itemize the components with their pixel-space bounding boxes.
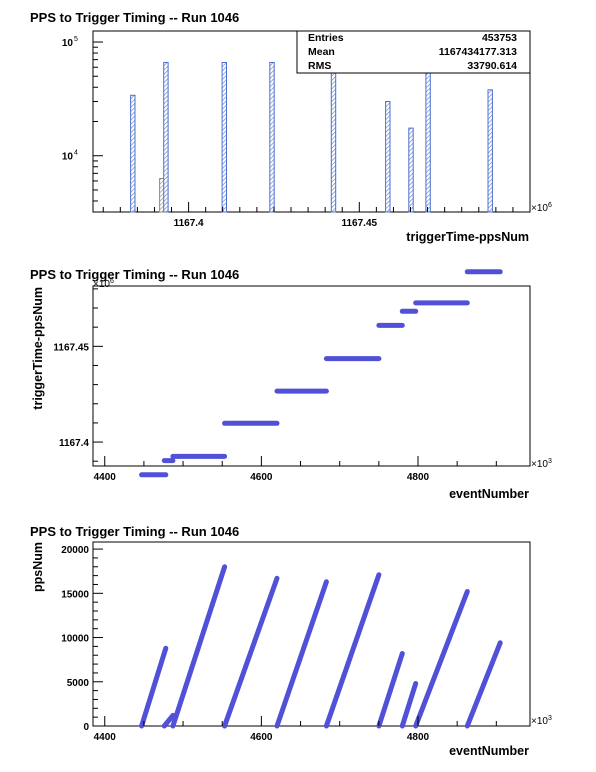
- stats-box-frame: [296, 30, 531, 74]
- trigger-time-x-axis-label: eventNumber: [449, 487, 529, 501]
- histogram-bar: [269, 62, 275, 213]
- histogram-y-tick-exponent: 5: [74, 36, 78, 43]
- trigger-time-x-tick-label: 4400: [94, 472, 117, 483]
- trigger-time-y-ticks: 1167.4 1167.45: [53, 288, 103, 462]
- histogram-x-multiplier: ×106: [531, 202, 552, 214]
- histogram-title: PPS to Trigger Timing -- Run 1046: [30, 10, 239, 25]
- ppsnum-x-tick-label: 4600: [250, 732, 273, 743]
- ppsnum-ramp: [413, 589, 470, 729]
- stats-mean-label: Mean: [308, 46, 335, 58]
- ppsnum-ramp: [399, 681, 419, 729]
- ppsnum-ramp: [170, 564, 228, 729]
- histogram-x-ticks: 1167.4 1167.45: [102, 202, 531, 229]
- histogram-bar: [221, 62, 228, 213]
- ppsnum-x-multiplier: ×103: [531, 715, 552, 727]
- ppsnum-x-tick-label: 4400: [94, 732, 117, 743]
- stats-rms-value: 33790.614: [467, 60, 517, 72]
- ppsnum-ramp: [222, 575, 280, 729]
- stats-mean-value: 1167434177.313: [439, 46, 517, 58]
- stats-entries-value: 453753: [482, 32, 517, 44]
- stats-rms-label: RMS: [308, 60, 331, 72]
- stats-entries-label: Entries: [308, 32, 344, 44]
- trigger-time-x-multiplier: ×103: [531, 458, 552, 470]
- ppsnum-ramp: [323, 572, 382, 729]
- stats-box: Entries 453753 Mean 1167434177.313 RMS 3…: [296, 30, 531, 74]
- ppsnum-y-tick-label: 0: [83, 722, 89, 733]
- ppsnum-y-tick-label: 5000: [67, 678, 90, 689]
- histogram-bar: [487, 89, 493, 213]
- ppsnum-ramp: [274, 579, 329, 729]
- histogram-x-axis-label: triggerTime-ppsNum: [406, 230, 529, 244]
- ppsnum-frame: [92, 541, 531, 727]
- trigger-time-y-tick-label: 1167.4: [59, 438, 89, 449]
- histogram-bar: [130, 94, 136, 213]
- ppsnum-panel: PPS to Trigger Timing -- Run 1046 0 5000 1…: [30, 524, 552, 758]
- trigger-time-y-axis-label: triggerTime-ppsNum: [31, 287, 45, 410]
- ppsnum-x-tick-label: 4800: [407, 732, 430, 743]
- trigger-time-frame: [92, 285, 531, 467]
- ppsnum-y-tick-label: 10000: [61, 634, 89, 645]
- histogram-bar: [385, 101, 391, 213]
- histogram-x-tick-label: 1167.4: [174, 218, 204, 229]
- ppsnum-ramp: [161, 712, 176, 729]
- histogram-bar: [425, 62, 431, 213]
- histogram-bar: [163, 62, 169, 213]
- trigger-time-x-ticks: 4400 4600 4800: [94, 456, 497, 483]
- ppsnum-ramp: [464, 640, 503, 729]
- histogram-bar: [330, 62, 337, 213]
- trigger-time-y-multiplier: ×106: [93, 278, 114, 290]
- ppsnum-y-tick-label: 20000: [61, 545, 89, 556]
- trigger-time-x-tick-label: 4600: [250, 472, 273, 483]
- ppsnum-ramp: [376, 651, 405, 729]
- histogram-y-tick-label: 10: [62, 152, 74, 163]
- histogram-x-tick-label: 1167.45: [341, 218, 377, 229]
- histogram-bar: [408, 127, 414, 213]
- histogram-bars: [130, 62, 493, 213]
- ppsnum-title: PPS to Trigger Timing -- Run 1046: [30, 524, 239, 539]
- ppsnum-ramp: [139, 645, 169, 729]
- trigger-time-x-tick-label: 4800: [407, 472, 430, 483]
- ppsnum-y-ticks: 0 5000 10000 15000 20000: [61, 545, 103, 733]
- ppsnum-marks: [139, 564, 503, 729]
- trigger-time-marks: [139, 269, 503, 478]
- ppsnum-y-axis-label: ppsNum: [31, 542, 45, 592]
- ppsnum-y-tick-label: 15000: [61, 589, 89, 600]
- trigger-time-y-tick-label: 1167.45: [53, 342, 89, 353]
- histogram-y-tick-label: 10: [62, 38, 74, 49]
- trigger-time-title: PPS to Trigger Timing -- Run 1046: [30, 267, 239, 282]
- histogram-y-tick-exponent: 4: [74, 150, 78, 157]
- ppsnum-x-axis-label: eventNumber: [449, 744, 529, 758]
- ppsnum-x-ticks: 4400 4600 4800: [94, 716, 497, 743]
- trigger-time-panel: PPS to Trigger Timing -- Run 1046 1167.4…: [30, 267, 552, 501]
